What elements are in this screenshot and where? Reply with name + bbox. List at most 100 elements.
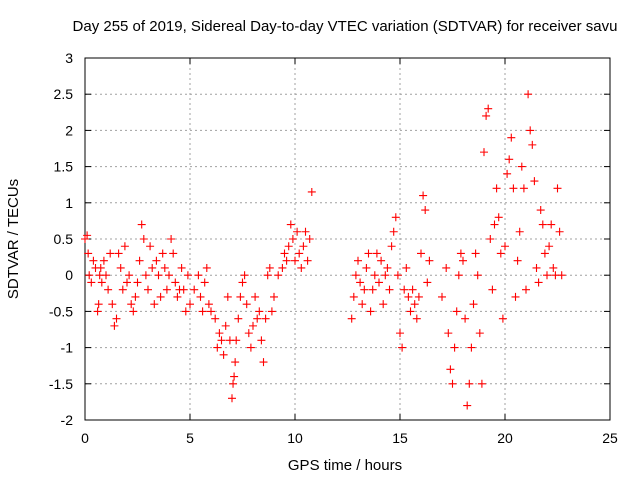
data-point: [391, 213, 400, 222]
data-point: [379, 300, 388, 309]
data-point: [83, 231, 92, 240]
data-point: [299, 242, 308, 251]
data-point: [507, 133, 516, 142]
data-point: [265, 263, 274, 272]
data-point: [408, 285, 417, 294]
data-point: [129, 307, 138, 316]
data-point: [400, 285, 409, 294]
data-point: [517, 162, 526, 171]
data-point: [207, 307, 215, 316]
data-point: [162, 285, 171, 294]
data-point: [242, 300, 251, 309]
data-point: [398, 343, 407, 352]
y-tick-label: 1.5: [54, 159, 74, 175]
data-point: [137, 220, 146, 229]
y-ticks: -2 -1.5 -1 -0.5 0 0.5 1 1.5 2 2.5 3: [49, 50, 610, 428]
data-point: [169, 249, 178, 258]
data-point: [459, 256, 467, 265]
data-point: [259, 358, 268, 367]
x-tick-label: 15: [392, 430, 408, 446]
data-point: [356, 278, 365, 287]
data-point: [211, 314, 220, 323]
data-point: [106, 249, 115, 258]
data-point: [553, 184, 562, 193]
data-point: [196, 292, 205, 301]
data-point: [501, 242, 509, 251]
data-point: [456, 249, 465, 258]
data-point: [133, 278, 142, 287]
x-tick-label: 0: [81, 430, 89, 446]
y-tick-label: -2: [61, 412, 74, 428]
data-point: [231, 358, 240, 367]
data-point: [165, 271, 173, 280]
data-point: [167, 235, 176, 243]
data-point: [280, 249, 289, 258]
data-point: [152, 256, 161, 265]
data-point: [291, 256, 299, 265]
data-point: [87, 278, 96, 287]
data-point: [545, 242, 554, 251]
data-point: [377, 256, 386, 265]
data-point: [102, 271, 110, 280]
data-point: [158, 249, 167, 258]
data-point: [217, 336, 226, 345]
data-point: [509, 184, 518, 193]
data-point: [293, 227, 302, 236]
data-point: [108, 300, 117, 309]
data-point: [236, 292, 245, 301]
data-point: [414, 292, 423, 301]
data-point: [84, 249, 93, 258]
data-point: [150, 300, 159, 309]
data-point: [381, 271, 390, 280]
data-point: [156, 292, 165, 301]
data-point: [230, 372, 239, 381]
data-point: [284, 242, 293, 251]
data-point: [295, 249, 304, 258]
data-point: [85, 271, 94, 280]
data-point: [232, 336, 241, 345]
data-point: [198, 307, 207, 316]
data-point: [118, 285, 127, 294]
data-point: [375, 278, 383, 287]
data-point: [526, 126, 535, 135]
data-point: [410, 300, 419, 309]
data-point: [104, 285, 113, 294]
data-point: [385, 285, 394, 294]
data-point: [213, 343, 222, 352]
data-point: [173, 292, 182, 301]
data-point: [146, 242, 155, 251]
data-point: [532, 263, 541, 272]
data-point: [364, 249, 373, 258]
data-point: [194, 271, 203, 280]
data-point: [112, 314, 121, 323]
data-point: [503, 169, 512, 178]
chart-title: Day 255 of 2019, Sidereal Day-to-day VTE…: [73, 18, 618, 35]
data-point: [301, 227, 310, 236]
data-point: [393, 271, 402, 280]
data-point: [251, 292, 260, 301]
data-point: [519, 184, 528, 193]
y-tick-label: 0.5: [54, 231, 74, 247]
data-point: [190, 285, 199, 294]
data-point: [524, 90, 533, 99]
data-point: [387, 242, 396, 251]
data-point: [360, 285, 369, 294]
data-point: [396, 329, 404, 338]
data-point: [127, 300, 136, 309]
data-point: [505, 155, 514, 164]
data-point: [477, 379, 486, 388]
data-point: [114, 249, 123, 258]
data-point: [404, 292, 413, 301]
data-point: [465, 379, 474, 388]
data-point: [496, 249, 505, 258]
data-point: [139, 235, 148, 243]
data-point: [223, 292, 232, 301]
data-point: [528, 140, 537, 149]
data-point: [282, 256, 291, 265]
data-point: [186, 300, 194, 309]
data-point: [238, 278, 247, 287]
data-point: [555, 227, 564, 236]
data-point: [383, 263, 392, 272]
data-point: [202, 263, 211, 272]
data-point: [110, 321, 119, 330]
